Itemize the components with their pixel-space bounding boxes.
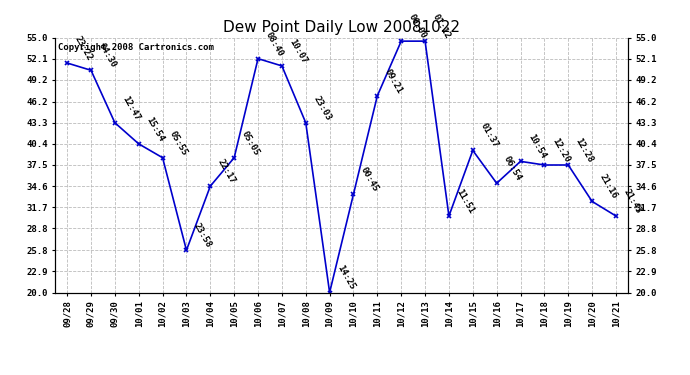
Text: 10:07: 10:07 bbox=[288, 38, 308, 65]
Text: 23:22: 23:22 bbox=[72, 34, 94, 62]
Text: 01:12: 01:12 bbox=[431, 13, 452, 40]
Text: 12:20: 12:20 bbox=[550, 136, 571, 164]
Text: 21:43: 21:43 bbox=[622, 188, 643, 215]
Text: 21:16: 21:16 bbox=[598, 173, 619, 201]
Text: 09:21: 09:21 bbox=[383, 67, 404, 95]
Text: 00:45: 00:45 bbox=[359, 166, 380, 194]
Text: 00:00: 00:00 bbox=[407, 13, 428, 40]
Text: 10:54: 10:54 bbox=[526, 133, 547, 160]
Text: 15:54: 15:54 bbox=[144, 116, 166, 143]
Text: 12:28: 12:28 bbox=[574, 136, 595, 164]
Text: 23:03: 23:03 bbox=[311, 94, 333, 122]
Text: 04:30: 04:30 bbox=[97, 42, 118, 69]
Text: 05:55: 05:55 bbox=[168, 129, 189, 157]
Title: Dew Point Daily Low 20081022: Dew Point Daily Low 20081022 bbox=[223, 20, 460, 35]
Text: 05:05: 05:05 bbox=[239, 129, 261, 157]
Text: 06:54: 06:54 bbox=[502, 154, 524, 182]
Text: 11:51: 11:51 bbox=[455, 188, 475, 215]
Text: 08:40: 08:40 bbox=[264, 30, 285, 58]
Text: 12:47: 12:47 bbox=[121, 94, 141, 122]
Text: 01:37: 01:37 bbox=[478, 122, 500, 150]
Text: 14:25: 14:25 bbox=[335, 264, 357, 292]
Text: 23:58: 23:58 bbox=[192, 222, 213, 249]
Text: Copyright 2008 Cartronics.com: Copyright 2008 Cartronics.com bbox=[58, 43, 214, 52]
Text: 22:17: 22:17 bbox=[216, 158, 237, 185]
